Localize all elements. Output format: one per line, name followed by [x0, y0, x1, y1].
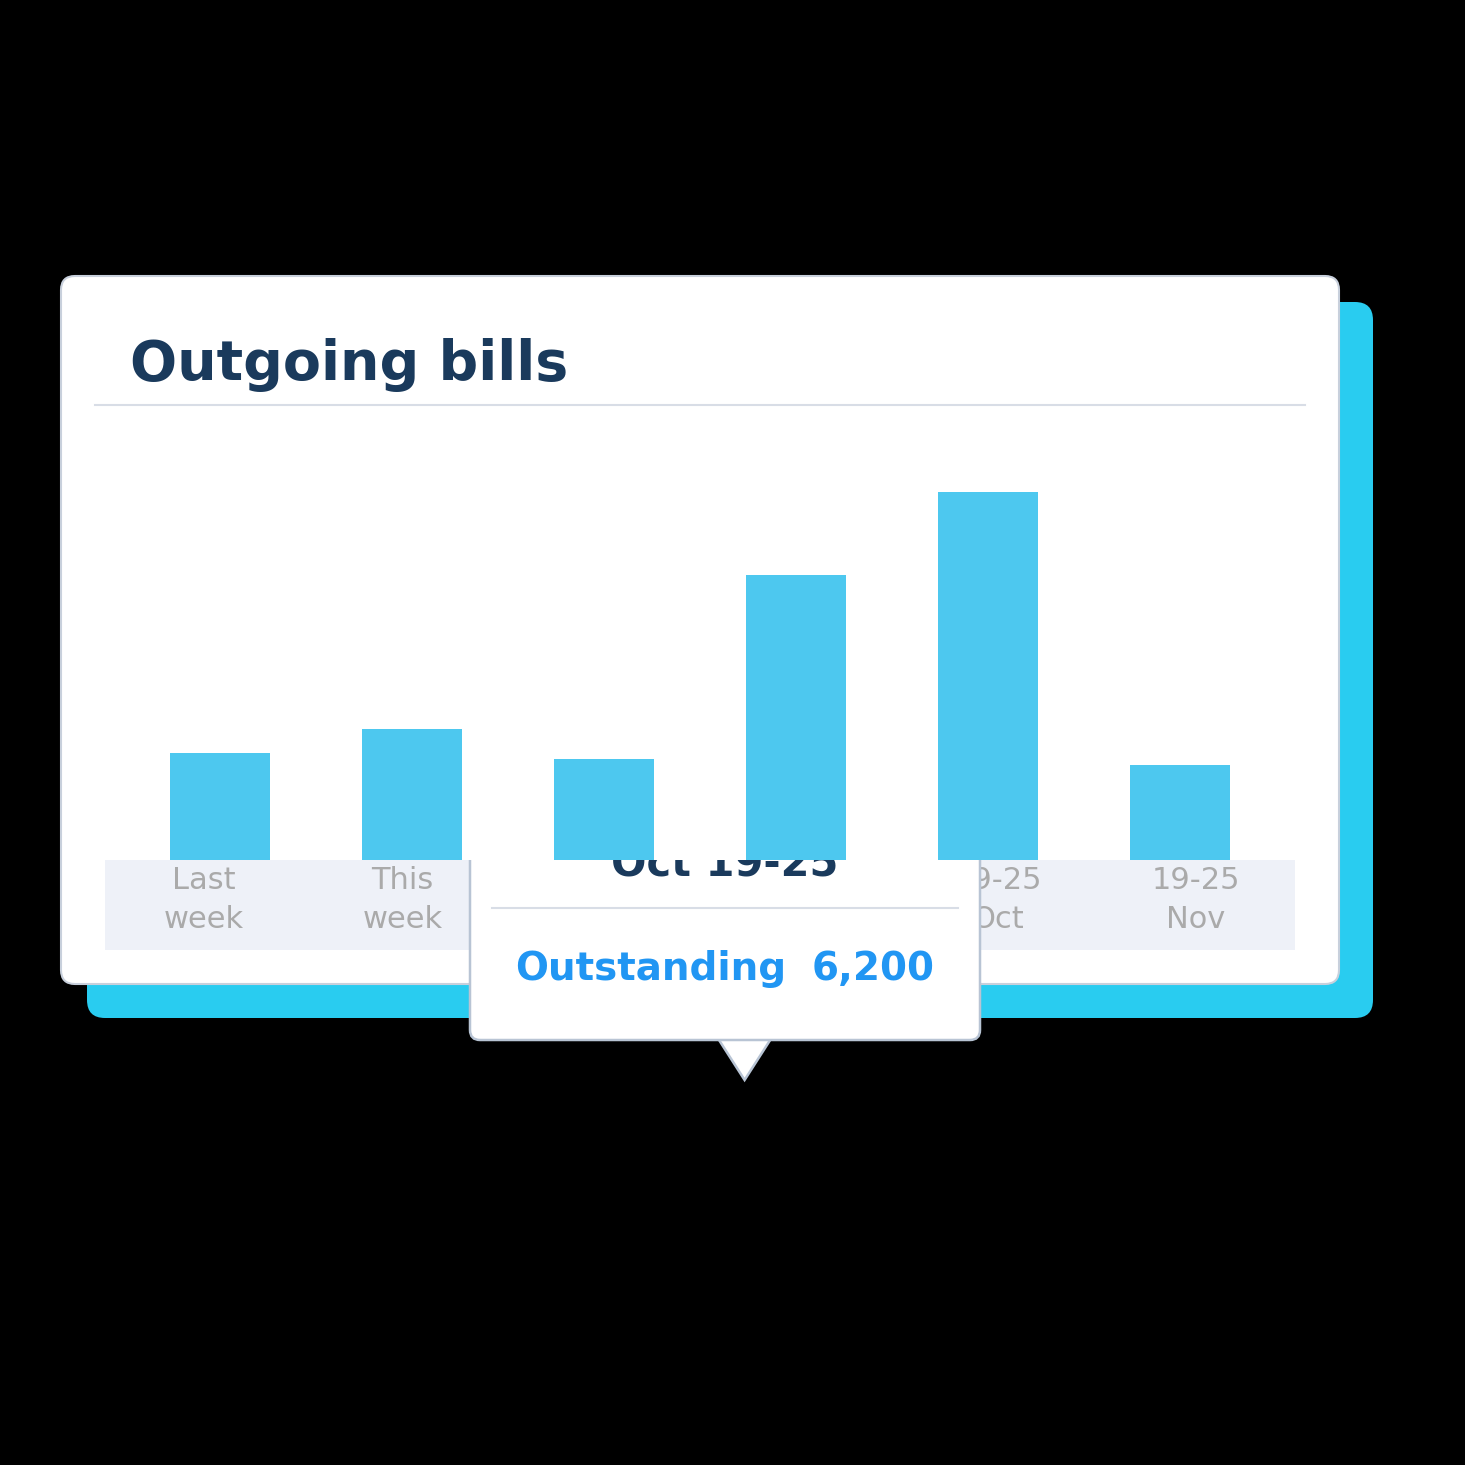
- Bar: [105, 860, 1295, 949]
- Text: 6,200: 6,200: [812, 951, 935, 987]
- Bar: [746, 576, 845, 860]
- Bar: [554, 759, 653, 860]
- Bar: [105, 415, 1295, 860]
- FancyBboxPatch shape: [86, 302, 1373, 1018]
- Polygon shape: [712, 1030, 776, 1080]
- Text: 19-25
Aug: 19-25 Aug: [557, 866, 645, 933]
- Bar: [170, 753, 270, 860]
- Text: Oct 19-25: Oct 19-25: [611, 842, 838, 885]
- FancyBboxPatch shape: [62, 275, 1339, 984]
- FancyBboxPatch shape: [470, 810, 980, 1040]
- Text: This
week: This week: [362, 866, 442, 933]
- Text: 19-25
Nov: 19-25 Nov: [1151, 866, 1239, 933]
- Text: 19-25
Sep: 19-25 Sep: [754, 866, 844, 933]
- Bar: [362, 730, 461, 860]
- Text: Last
week: Last week: [164, 866, 245, 933]
- Bar: [938, 492, 1037, 860]
- Text: Outstanding: Outstanding: [516, 951, 787, 987]
- Text: Outgoing bills: Outgoing bills: [130, 338, 568, 393]
- Bar: [1130, 765, 1229, 860]
- Text: 19-25
Oct: 19-25 Oct: [954, 866, 1042, 933]
